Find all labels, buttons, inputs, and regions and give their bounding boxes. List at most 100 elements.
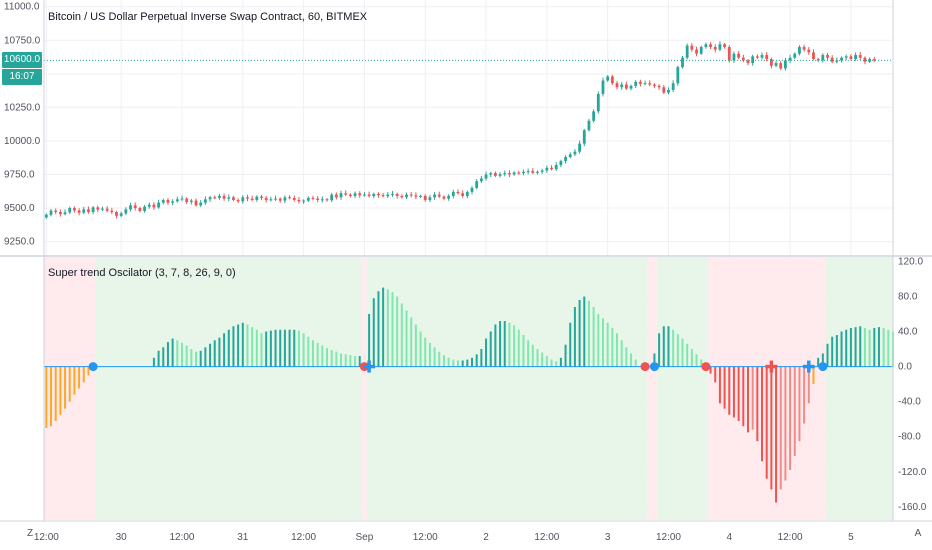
- candle-body: [447, 195, 451, 199]
- candle-body: [442, 196, 446, 199]
- candle-body: [246, 197, 249, 199]
- candle-body: [185, 198, 189, 202]
- candle-body: [737, 53, 741, 58]
- price-chart-title: Bitcoin / US Dollar Perpetual Inverse Sw…: [48, 11, 368, 23]
- price-tick-label: 9750.0: [4, 169, 35, 180]
- candle-body: [741, 57, 745, 61]
- candle-body: [798, 46, 801, 54]
- buy-signal-dot: [818, 362, 828, 372]
- last-price-label: 10600.0: [2, 52, 42, 69]
- candle-body: [180, 198, 184, 200]
- time-tick-label: 12:00: [656, 532, 681, 543]
- candle-body: [232, 197, 235, 200]
- candle-body: [236, 199, 240, 202]
- zoom-reset-button[interactable]: Z: [26, 528, 34, 539]
- candle-body: [115, 212, 118, 216]
- time-tick-label: 30: [116, 532, 128, 543]
- candle-body: [559, 161, 563, 166]
- bar-countdown-label: 16:07: [2, 69, 42, 86]
- candle-body: [690, 45, 694, 50]
- candle-body: [681, 57, 684, 68]
- candle-body: [189, 200, 193, 202]
- trend-band-bear: [362, 257, 367, 520]
- candle-body: [175, 199, 179, 202]
- candle-body: [44, 214, 48, 218]
- candle-body: [821, 55, 825, 61]
- candle-body: [302, 200, 306, 202]
- candle-body: [208, 197, 212, 200]
- candle-body: [87, 209, 90, 213]
- candle-body: [564, 157, 567, 162]
- candle-body: [377, 193, 380, 196]
- candle-body: [746, 60, 750, 64]
- candle-body: [222, 195, 226, 199]
- time-tick-label: Sep: [356, 532, 374, 543]
- buy-signal-dot: [88, 362, 98, 372]
- candle-body: [227, 197, 231, 199]
- candle-body: [727, 46, 731, 61]
- candle-body: [171, 201, 175, 203]
- candle-body: [522, 171, 525, 174]
- trend-band-bull: [656, 257, 709, 520]
- candle-body: [264, 197, 268, 200]
- time-tick-label: 3: [605, 532, 611, 543]
- candle-body: [82, 209, 86, 213]
- candle-body: [629, 85, 633, 89]
- candle-body: [372, 193, 376, 196]
- candle-body: [508, 173, 511, 175]
- candle-body: [793, 53, 797, 58]
- candle-body: [620, 84, 624, 88]
- candle-body: [554, 165, 558, 170]
- candle-body: [774, 63, 778, 66]
- candle-body: [624, 84, 628, 89]
- time-tick-label: 12:00: [169, 532, 194, 543]
- candle-body: [119, 213, 123, 216]
- candle-body: [835, 60, 839, 62]
- candle-body: [536, 171, 539, 173]
- candle-body: [667, 89, 670, 93]
- price-tick-label: 10250.0: [4, 102, 41, 113]
- time-tick-label: 12:00: [34, 532, 59, 543]
- sell-signal-dot: [640, 362, 650, 372]
- osc-tick-label: -160.0: [898, 502, 927, 513]
- candle-body: [110, 210, 114, 213]
- candle-body: [292, 197, 296, 200]
- candle-body: [54, 210, 58, 213]
- candle-body: [872, 59, 876, 61]
- price-tick-label: 9500.0: [4, 203, 35, 214]
- time-tick-label: 31: [237, 532, 249, 543]
- candle-body: [812, 52, 815, 60]
- candle-body: [391, 193, 394, 195]
- sell-signal-cross: [765, 360, 778, 373]
- candle-body: [531, 171, 535, 173]
- time-tick-label: 12:00: [413, 532, 438, 543]
- candle-body: [423, 195, 427, 200]
- auto-scale-button[interactable]: A: [914, 528, 922, 539]
- candle-body: [68, 208, 72, 213]
- candle-body: [676, 67, 680, 84]
- price-tick-label: 10000.0: [4, 136, 41, 147]
- candle-body: [419, 195, 422, 197]
- time-tick-label: 12:00: [778, 532, 803, 543]
- candle-body: [203, 199, 207, 203]
- candle-body: [101, 208, 104, 210]
- candle-body: [218, 195, 221, 198]
- candle-body: [400, 195, 404, 198]
- osc-tick-label: 120.0: [898, 256, 923, 267]
- candle-body: [344, 193, 348, 195]
- trend-band-bull: [366, 257, 648, 520]
- osc-tick-label: 80.0: [898, 291, 918, 302]
- candle-body: [568, 154, 572, 158]
- candle-body: [807, 49, 811, 53]
- candle-body: [409, 194, 413, 196]
- candle-body: [493, 173, 497, 176]
- candle-body: [858, 55, 862, 58]
- price-tick-label: 10750.0: [4, 35, 41, 46]
- candle-body: [414, 195, 418, 197]
- candle-body: [451, 191, 455, 196]
- candle-body: [639, 81, 642, 84]
- candle-body: [461, 193, 465, 196]
- candle-body: [213, 197, 217, 199]
- candle-body: [465, 191, 469, 196]
